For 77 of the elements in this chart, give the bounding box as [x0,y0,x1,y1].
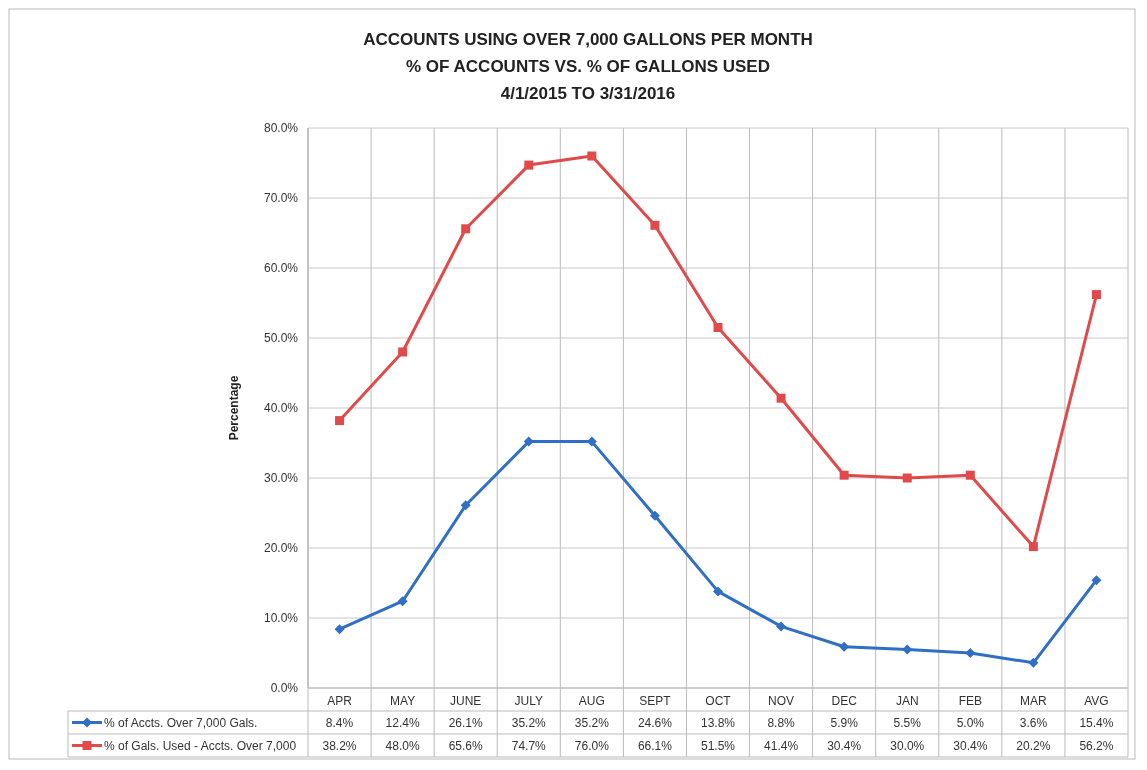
data-label: 30.4% [827,738,862,753]
point [965,470,975,480]
y-axis-title: Percentage [227,375,241,441]
data-label: 5.0% [956,715,985,730]
x-tick-label: APR [327,694,353,708]
data-label: 41.4% [764,738,799,753]
point [965,648,976,658]
point [1028,657,1039,668]
data-label: 12.4% [385,715,420,730]
point [839,641,850,652]
y-tick-label: 50.0% [263,331,299,345]
data-label: 74.7% [511,738,547,753]
point [460,500,471,511]
point [902,473,912,483]
point [587,151,597,161]
data-label: 8.4% [325,715,354,730]
data-label: 35.2% [511,715,547,730]
y-tick-label: 40.0% [263,401,299,415]
point [649,510,660,521]
data-label: 8.8% [767,715,796,730]
point [1028,542,1038,552]
y-tick-label: 20.0% [263,541,299,555]
point [902,644,913,655]
y-tick-label: 70.0% [263,191,299,205]
chart-title: ACCOUNTS USING OVER 7,000 GALLONS PER MONTH % OF ACCOUNTS VS. % OF GALLONS USED 4/1/2015 TO 3/31/2016 [363,30,813,103]
legend-label: % of Accts. Over 7,000 Gals. [104,715,258,730]
data-label: 48.0% [385,738,420,753]
data-label: 66.1% [637,738,673,753]
data-label: 38.2% [322,738,357,753]
data-label: 30.4% [953,738,988,753]
y-tick-label: 0.0% [270,681,299,695]
x-tick-label: AVG [1084,694,1109,708]
x-tick-label: OCT [705,694,732,708]
y-tick-label: 80.0% [263,121,299,135]
point [776,621,787,632]
y-tick-label: 30.0% [263,471,299,485]
point [524,160,534,170]
point [335,416,345,426]
x-tick-label: SEPT [639,694,672,708]
x-tick-label: MAR [1020,694,1048,708]
x-tick-label: NOV [768,694,795,708]
legend-label: % of Gals. Used - Accts. Over 7,000 [104,738,297,753]
data-label: 51.5% [700,738,736,753]
point [650,220,660,230]
x-tick-label: FEB [958,694,982,708]
data-label: 20.2% [1016,738,1051,753]
point [776,393,786,403]
data-label: 5.9% [830,715,859,730]
data-label: 56.2% [1079,738,1114,753]
point [397,596,408,607]
data-label: 35.2% [574,715,610,730]
x-tick-label: JUNE [450,694,482,708]
x-tick-label: MAY [390,694,416,708]
point [1091,575,1102,586]
point [334,624,345,635]
x-tick-label: JAN [895,694,919,708]
data-label: 24.6% [637,715,673,730]
data-label: 5.5% [893,715,922,730]
point [713,586,723,597]
x-tick-label: AUG [578,694,605,708]
data-label: 65.6% [448,738,484,753]
data-label: 76.0% [574,738,610,753]
point [523,436,534,447]
point [713,323,723,332]
point [461,224,471,234]
point [839,470,849,480]
data-label: 30.0% [890,738,925,753]
point [398,347,408,357]
x-tick-label: JULY [514,694,543,708]
y-tick-label: 10.0% [263,611,299,625]
point [1091,290,1101,300]
data-label: 15.4% [1079,715,1114,730]
x-tick-label: DEC [831,694,858,708]
y-tick-label: 60.0% [263,261,299,275]
data-label: 3.6% [1019,715,1048,730]
data-label: 26.1% [448,715,484,730]
data-label: 13.8% [700,715,736,730]
